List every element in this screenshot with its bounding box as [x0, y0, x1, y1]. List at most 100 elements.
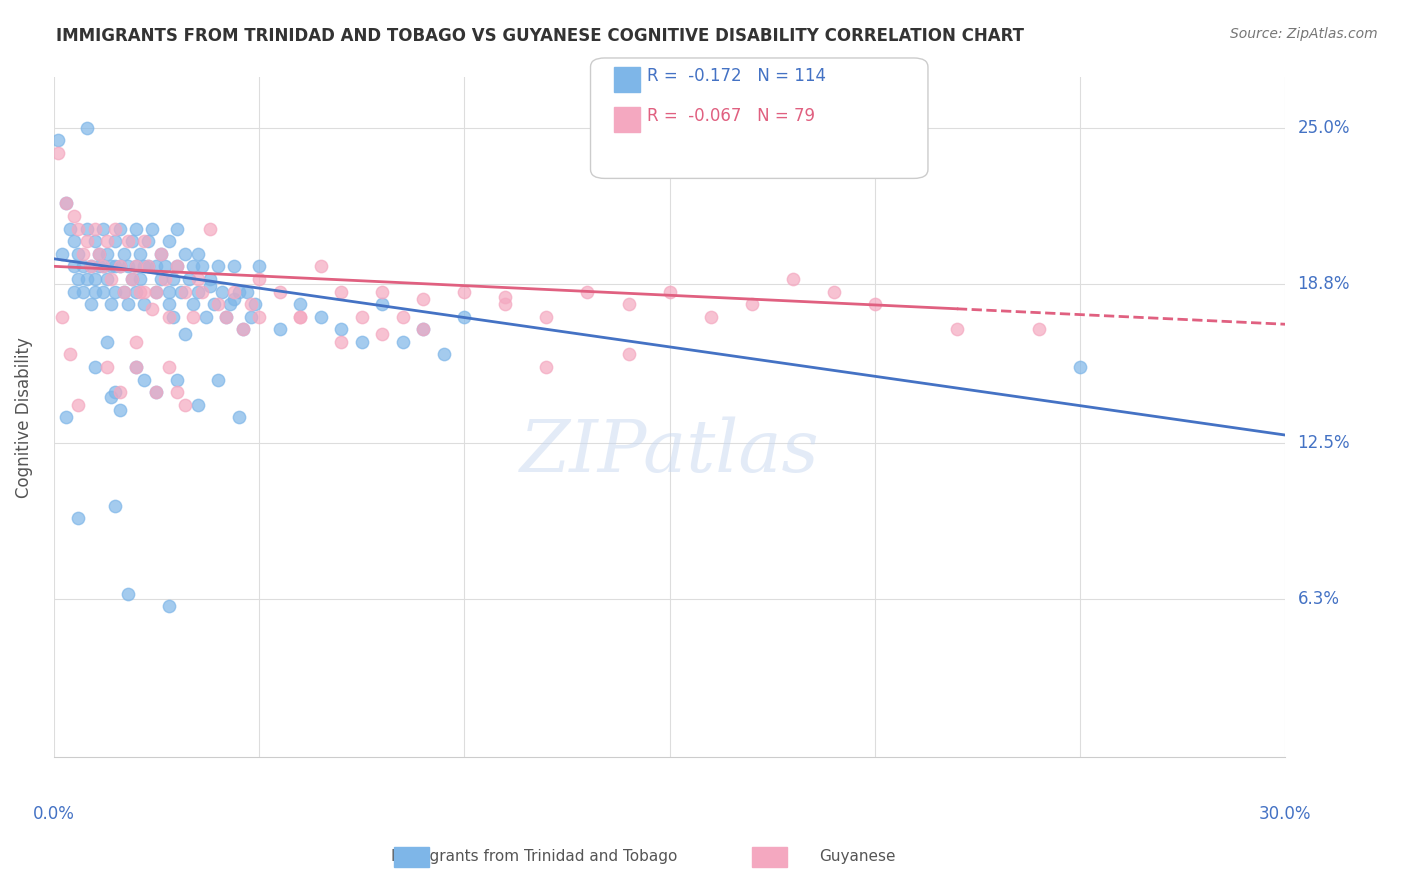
Point [228, 410, 250, 425]
Point [536, 359, 558, 374]
Point [330, 334, 353, 349]
Point [87, 246, 110, 260]
Point [232, 322, 254, 336]
Point [782, 272, 804, 286]
Point [108, 402, 131, 417]
Point [108, 260, 131, 274]
Point [224, 285, 246, 299]
Point [186, 272, 208, 286]
Point [129, 285, 152, 299]
Point [162, 310, 184, 324]
Point [211, 285, 233, 299]
Point [269, 322, 291, 336]
Point [219, 297, 242, 311]
Point [170, 285, 193, 299]
Point [72, 285, 94, 299]
Point [207, 297, 229, 311]
Point [87, 246, 110, 260]
Point [112, 285, 135, 299]
Point [453, 285, 475, 299]
Text: R =  -0.172   N = 114: R = -0.172 N = 114 [647, 67, 825, 85]
Point [104, 499, 127, 513]
Point [153, 272, 176, 286]
Point [145, 260, 167, 274]
Point [55, 410, 77, 425]
Point [350, 334, 373, 349]
Point [202, 297, 225, 311]
Point [125, 334, 148, 349]
Text: Source: ZipAtlas.com: Source: ZipAtlas.com [1230, 27, 1378, 41]
Point [108, 221, 131, 235]
Point [51, 310, 73, 324]
Point [76, 234, 98, 248]
Point [134, 297, 156, 311]
Point [412, 322, 434, 336]
Point [149, 246, 172, 260]
Point [699, 310, 721, 324]
Point [157, 310, 180, 324]
Point [453, 310, 475, 324]
Point [80, 260, 103, 274]
Point [63, 234, 86, 248]
Point [63, 260, 86, 274]
Point [166, 385, 188, 400]
Point [494, 289, 516, 303]
Point [391, 334, 413, 349]
Point [371, 327, 394, 342]
Point [87, 260, 110, 274]
Text: 12.5%: 12.5% [1298, 434, 1350, 451]
Text: 18.8%: 18.8% [1298, 275, 1350, 293]
Point [141, 221, 163, 235]
Point [117, 234, 139, 248]
Point [183, 260, 205, 274]
Point [198, 272, 221, 286]
Point [224, 292, 246, 306]
Point [224, 260, 246, 274]
Point [46, 133, 69, 147]
Point [63, 285, 86, 299]
Point [371, 297, 394, 311]
Point [330, 322, 353, 336]
Point [174, 246, 197, 260]
Point [83, 359, 105, 374]
Text: 6.3%: 6.3% [1298, 590, 1340, 607]
Point [83, 234, 105, 248]
Point [117, 297, 139, 311]
Point [247, 272, 270, 286]
Point [121, 272, 143, 286]
Point [91, 260, 114, 274]
Point [67, 272, 90, 286]
Point [823, 285, 845, 299]
Point [125, 359, 148, 374]
Point [67, 246, 90, 260]
Point [67, 221, 90, 235]
Point [108, 260, 131, 274]
Point [350, 310, 373, 324]
Point [239, 297, 262, 311]
Point [125, 260, 148, 274]
Point [55, 196, 77, 211]
Point [215, 310, 238, 324]
Point [80, 260, 103, 274]
Point [67, 511, 90, 525]
Point [51, 246, 73, 260]
Point [309, 260, 332, 274]
Point [741, 297, 763, 311]
Point [112, 285, 135, 299]
Point [136, 260, 159, 274]
Point [83, 272, 105, 286]
Point [536, 310, 558, 324]
Point [157, 234, 180, 248]
Point [141, 302, 163, 317]
Point [166, 260, 188, 274]
Point [55, 196, 77, 211]
Point [179, 272, 201, 286]
Text: R =  -0.067   N = 79: R = -0.067 N = 79 [647, 107, 814, 125]
Point [658, 285, 681, 299]
Point [125, 285, 148, 299]
Point [96, 359, 118, 374]
Point [198, 221, 221, 235]
Point [91, 285, 114, 299]
Point [194, 310, 217, 324]
Point [145, 385, 167, 400]
